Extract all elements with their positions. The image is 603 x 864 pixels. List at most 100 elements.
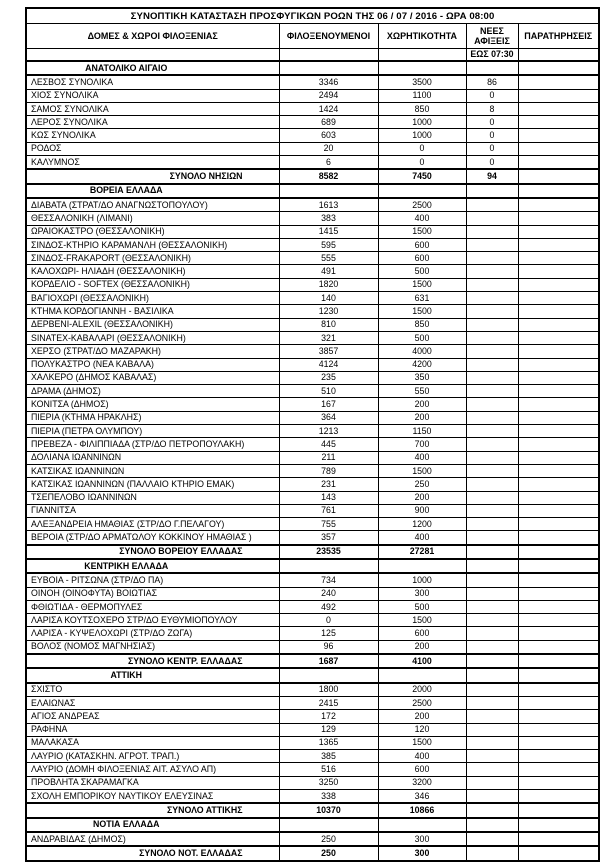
facility-name: ΤΣΕΠΕΛΟΒΟ ΙΩΑΝΝΙΝΩΝ	[25, 490, 280, 505]
facility-name: ΩΡΑΙΟΚΑΣΤΡΟ (ΘΕΣΣΑΛΟΝΙΚΗ)	[25, 224, 280, 239]
arrivals-cell	[465, 557, 519, 575]
remarks-cell	[517, 490, 600, 505]
total-arrivals-value	[465, 845, 519, 862]
guests-value: 516	[278, 762, 379, 777]
facility-row: ΧΑΛΚΕΡΟ (ΔΗΜΟΣ ΚΑΒΑΛΑΣ) 235 350	[25, 370, 600, 386]
facility-row: ΚΑΛΥΜΝΟΣ 6 0 0	[25, 155, 600, 170]
arrivals-value	[465, 586, 519, 601]
arrivals-value	[465, 437, 519, 452]
guests-value: 357	[278, 530, 379, 546]
remarks-cell	[517, 211, 600, 226]
facility-row: ΡΑΦΗΝΑ 129 120	[25, 722, 600, 737]
facility-row: ΒΑΓΙΟΧΩΡΙ (ΘΕΣΣΑΛΟΝΙΚΗ) 140 631	[25, 291, 600, 306]
facility-row: ΑΓΙΟΣ ΑΝΔΡΕΑΣ 172 200	[25, 709, 600, 724]
capacity-cell	[377, 816, 467, 833]
facility-name: ΒΑΓΙΟΧΩΡΙ (ΘΕΣΣΑΛΟΝΙΚΗ)	[25, 291, 280, 306]
capacity-value: 500	[377, 264, 467, 279]
guests-cell	[278, 667, 379, 684]
remarks-cell	[517, 572, 600, 588]
capacity-value: 1500	[377, 224, 467, 239]
arrivals-value	[465, 517, 519, 532]
arrivals-value	[465, 477, 519, 492]
remarks-cell	[517, 789, 600, 804]
arrivals-value	[465, 530, 519, 546]
capacity-value: 550	[377, 384, 467, 399]
total-row: ΣΥΝΟΛΟ ΝΗΣΙΩΝ 8582 7450 94	[25, 168, 600, 185]
remarks-cell	[517, 370, 600, 386]
guests-value: 3857	[278, 344, 379, 359]
capacity-value: 1500	[377, 277, 467, 293]
total-row: ΣΥΝΟΛΟ ΒΟΡΕΙΟΥ ΕΛΛΑΔΑΣ 23535 27281	[25, 543, 600, 561]
facility-name: ΒΟΛΟΣ (ΝΟΜΟΣ ΜΑΓΝΗΣΙΑΣ)	[25, 639, 280, 655]
capacity-value: 1100	[377, 88, 467, 103]
facility-name: ΚΟΝΙΤΣΑ (ΔΗΜΟΣ)	[25, 397, 280, 412]
facility-row: ΒΟΛΟΣ (ΝΟΜΟΣ ΜΑΓΝΗΣΙΑΣ) 96 200	[25, 639, 600, 655]
guests-value: 96	[278, 639, 379, 655]
remarks-cell	[517, 599, 600, 615]
arrivals-value	[465, 789, 519, 804]
remarks-cell	[517, 344, 600, 359]
empty-cell	[278, 48, 379, 62]
facility-name: ΠΡΕΒΕΖΑ - ΦΙΛΙΠΠΙΑΔΑ (ΣΤΡ/ΔΟ ΠΕΤΡΟΠΟΥΛΑΚ…	[25, 437, 280, 452]
facility-row: ΛΑΡΙΣΑ ΚΟΥΤΣΟΧΕΡΟ ΣΤΡ/ΔΟ ΕΥΘΥΜΙΟΠΟΥΛΟΥ 0 1…	[25, 613, 600, 628]
arrivals-value	[465, 357, 519, 372]
arrivals-cell	[465, 59, 519, 77]
capacity-value: 600	[377, 626, 467, 641]
facility-row: ΑΝΔΡΑΒΙΔΑΣ (ΔΗΜΟΣ) 250 300	[25, 831, 600, 847]
guests-value: 1424	[278, 101, 379, 117]
remarks-cell	[517, 709, 600, 724]
column-header-row: ΔΟΜΕΣ & ΧΩΡΟΙ ΦΙΛΟΞΕΝΙΑΣ ΦΙΛΟΞΕΝΟΥΜΕΝΟΙ …	[25, 23, 600, 49]
remarks-cell	[517, 141, 600, 157]
remarks-cell	[517, 330, 600, 346]
facility-name: SINATEX-ΚΑΒΑΛΑΡΙ (ΘΕΣΣΑΛΟΝΙΚΗ)	[25, 330, 280, 346]
arrivals-value	[465, 384, 519, 399]
facility-name: ΧΑΛΚΕΡΟ (ΔΗΜΟΣ ΚΑΒΑΛΑΣ)	[25, 370, 280, 386]
arrivals-value: 0	[465, 88, 519, 103]
facility-row: ΠΡΟΒΛΗΤΑ ΣΚΑΡΑΜΑΓΚΑ 3250 3200	[25, 775, 600, 791]
remarks-cell	[517, 155, 600, 170]
arrivals-value	[465, 463, 519, 479]
remarks-cell	[517, 450, 600, 465]
total-guests-value: 23535	[278, 543, 379, 561]
remarks-cell	[517, 802, 600, 819]
guests-value: 734	[278, 572, 379, 588]
guests-value: 167	[278, 397, 379, 412]
remarks-cell	[517, 613, 600, 628]
arrivals-value	[465, 572, 519, 588]
capacity-value: 350	[377, 370, 467, 386]
facility-name: ΛΑΡΙΣΑ ΚΟΥΤΣΟΧΕΡΟ ΣΤΡ/ΔΟ ΕΥΘΥΜΙΟΠΟΥΛΟΥ	[25, 613, 280, 628]
guests-value: 364	[278, 410, 379, 426]
arrivals-value	[465, 490, 519, 505]
facility-name: ΛΑΥΡΙΟ (ΚΑΤΑΣΚΗΝ. ΑΓΡΟΤ. ΤΡΑΠ.)	[25, 749, 280, 764]
capacity-value: 200	[377, 709, 467, 724]
total-row: ΣΥΝΟΛΟ ΑΤΤΙΚΗΣ 10370 10866	[25, 802, 600, 819]
remarks-cell	[517, 639, 600, 655]
total-capacity-value: 4100	[377, 653, 467, 670]
refugee-flows-table: ΣΥΝΟΠΤΙΚΗ ΚΑΤΑΣΤΑΣΗ ΠΡΟΣΦΥΓΙΚΩΝ ΡΟΩΝ ΤΗΣ…	[25, 7, 601, 862]
remarks-cell	[517, 74, 600, 90]
capacity-cell	[377, 59, 467, 77]
section-header-row: ΝΟΤΙΑ ΕΛΛΑΔΑ	[25, 816, 600, 833]
guests-cell	[278, 557, 379, 575]
total-row: ΣΥΝΟΛΟ ΚΕΝΤΡ. ΕΛΛΑΔΑΣ 1687 4100	[25, 653, 600, 670]
remarks-cell	[517, 503, 600, 519]
facility-row: ΔΟΛΙΑΝΑ ΙΩΑΝΝΙΝΩΝ 211 400	[25, 450, 600, 465]
facility-row: ΛΑΡΙΣΑ - ΚΥΨΕΛΟΧΩΡΙ (ΣΤΡ/ΔΟ ΖΩΓΑ) 125 600	[25, 626, 600, 641]
capacity-value: 1000	[377, 115, 467, 130]
capacity-value: 120	[377, 722, 467, 737]
arrivals-value	[465, 626, 519, 641]
total-row: ΣΥΝΟΛΟ ΝΟΤ. ΕΛΛΑΔΑΣ 250 300	[25, 845, 600, 862]
remarks-cell	[517, 667, 600, 684]
guests-value: 211	[278, 450, 379, 465]
section-header-row: ΚΕΝΤΡΙΚΗ ΕΛΛΑΔΑ	[25, 557, 600, 575]
remarks-cell	[517, 762, 600, 777]
total-label: ΣΥΝΟΛΟ ΒΟΡΕΙΟΥ ΕΛΛΑΔΑΣ	[25, 543, 280, 561]
capacity-value: 1500	[377, 735, 467, 751]
arrivals-cell	[465, 816, 519, 833]
total-label: ΣΥΝΟΛΟ ΝΟΤ. ΕΛΛΑΔΑΣ	[25, 845, 280, 862]
section-name: ΑΤΤΙΚΗ	[25, 667, 280, 684]
facility-name: ΚΩΣ ΣΥΝΟΛΙΚΑ	[25, 128, 280, 143]
capacity-value: 600	[377, 762, 467, 777]
capacity-value: 0	[377, 141, 467, 157]
arrivals-value	[465, 599, 519, 615]
